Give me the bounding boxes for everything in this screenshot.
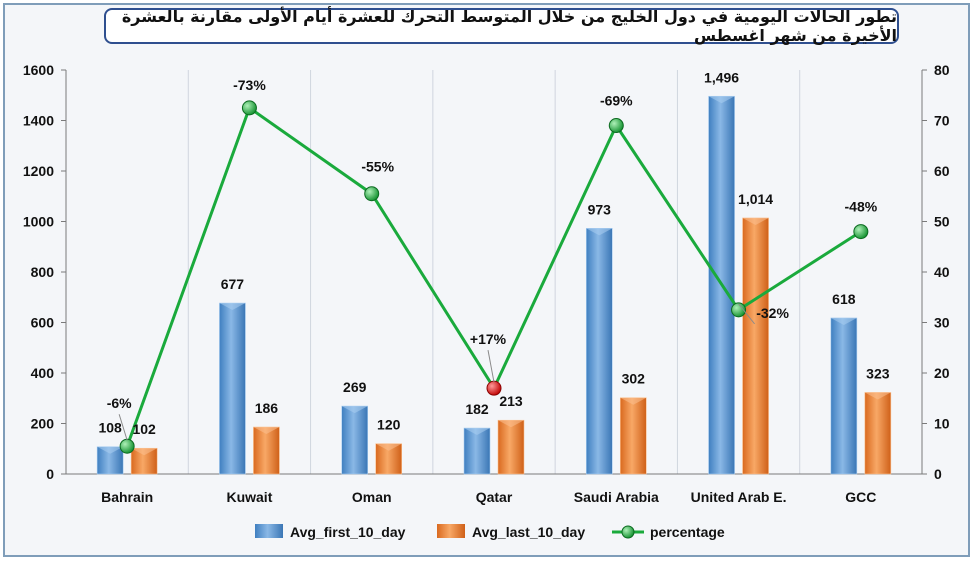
percentage-label: -73%	[233, 77, 266, 93]
bar-first-10	[341, 405, 369, 475]
left-tick-label: 1200	[23, 163, 54, 179]
legend-swatch-first-10	[255, 524, 283, 538]
percentage-label: -6%	[107, 395, 132, 411]
bar-last-10-label: 186	[255, 400, 279, 416]
right-tick-label: 10	[934, 416, 950, 432]
percentage-point	[241, 100, 257, 116]
percentage-label: +17%	[470, 331, 507, 347]
percentage-point	[119, 438, 135, 454]
percentage-leader-line	[118, 414, 128, 441]
bar-first-10-label: 182	[465, 401, 489, 417]
category-label: Kuwait	[226, 489, 272, 505]
percentage-point	[853, 224, 869, 240]
left-tick-label: 1400	[23, 113, 54, 129]
category-label: Bahrain	[101, 489, 153, 505]
legend-swatch-percentage-dot	[621, 525, 635, 539]
percentage-label: -48%	[845, 199, 878, 215]
bar-last-10-label: 120	[377, 417, 401, 433]
bar-first-10-cap	[830, 317, 857, 325]
left-tick-label: 0	[46, 466, 54, 482]
bar-last-10-cap	[742, 217, 769, 225]
bar-last-10-cap	[498, 420, 524, 428]
right-tick-label: 50	[934, 214, 950, 230]
bar-first-10-label: 269	[343, 379, 367, 395]
bar-first-10	[463, 427, 491, 475]
bar-first-10-label: 618	[832, 291, 856, 307]
left-tick-label: 800	[31, 264, 55, 280]
bar-last-10-cap	[864, 392, 891, 400]
bar-first-10-cap	[586, 228, 613, 236]
bar-last-10-label: 213	[499, 393, 523, 409]
bar-first-10-cap	[708, 96, 735, 104]
bar-last-10-cap	[620, 397, 647, 405]
right-tick-label: 20	[934, 365, 950, 381]
legend-label-last-10: Avg_last_10_day	[472, 524, 585, 540]
bars	[96, 95, 892, 475]
bar-first-10-label: 677	[221, 276, 245, 292]
percentage-label: -69%	[600, 93, 633, 109]
bar-first-10-label: 973	[588, 201, 612, 217]
bar-first-10-label: 1,496	[704, 69, 739, 85]
right-tick-label: 70	[934, 113, 950, 129]
bar-last-10-label: 302	[622, 371, 646, 387]
data-labels: 108 102 677 186 269 120 182 213 973 302 1,496 1,014…	[98, 69, 890, 441]
bar-last-10	[742, 217, 769, 475]
bar-first-10-cap	[219, 303, 246, 311]
category-label: United Arab E.	[691, 489, 787, 505]
bar-last-10-label: 1,014	[738, 191, 773, 207]
bar-first-10	[830, 317, 858, 475]
right-tick-label: 40	[934, 264, 950, 280]
percentage-point	[731, 302, 747, 318]
bar-first-10	[219, 302, 246, 475]
legend-swatch-last-10	[437, 524, 465, 538]
right-tick-label: 60	[934, 163, 950, 179]
category-label: Saudi Arabia	[574, 489, 659, 505]
left-tick-label: 600	[31, 315, 55, 331]
bar-last-10-cap	[375, 443, 402, 451]
bar-first-10-cap	[341, 406, 368, 414]
category-label: Qatar	[476, 489, 513, 505]
left-tick-label: 1000	[23, 214, 54, 230]
percentage-line	[119, 100, 869, 454]
percentage-point	[364, 186, 380, 202]
right-tick-label: 0	[934, 466, 942, 482]
left-tick-label: 1600	[23, 62, 54, 78]
percentage-point	[608, 118, 624, 134]
bar-last-10	[619, 397, 647, 475]
chart-title: تطور الحالات اليومية في دول الخليج من خل…	[121, 7, 897, 45]
category-label: GCC	[845, 489, 876, 505]
legend: Avg_first_10_day Avg_last_10_day percentag…	[255, 524, 725, 540]
legend-label-first-10: Avg_first_10_day	[290, 524, 406, 540]
bar-first-10-cap	[464, 428, 490, 436]
left-tick-label: 400	[31, 365, 55, 381]
chart-title-box: تطور الحالات اليومية في دول الخليج من خل…	[104, 7, 899, 45]
bar-first-10	[585, 228, 613, 475]
axes: 0 200 400 600 800 1000 1200 1400 1600 0 10 20 30 40 50…	[23, 62, 950, 505]
bar-last-10-label: 102	[132, 421, 156, 437]
bar-last-10-cap	[253, 427, 280, 435]
bar-last-10	[497, 419, 525, 475]
category-label: Oman	[352, 489, 392, 505]
right-tick-label: 30	[934, 315, 950, 331]
bar-last-10-cap	[131, 448, 158, 456]
left-tick-label: 200	[31, 416, 55, 432]
percentage-label: -55%	[361, 159, 394, 175]
legend-label-percentage: percentage	[650, 524, 725, 540]
percentage-leader-line	[738, 303, 755, 325]
bar-first-10-label: 108	[98, 420, 122, 436]
bar-first-10-cap	[97, 446, 124, 454]
bar-last-10	[253, 426, 280, 475]
right-tick-label: 80	[934, 62, 950, 78]
percentage-leader-line	[487, 350, 495, 383]
percentage-label: -32%	[756, 305, 789, 321]
bar-last-10	[864, 392, 892, 475]
bar-last-10-label: 323	[866, 365, 890, 381]
